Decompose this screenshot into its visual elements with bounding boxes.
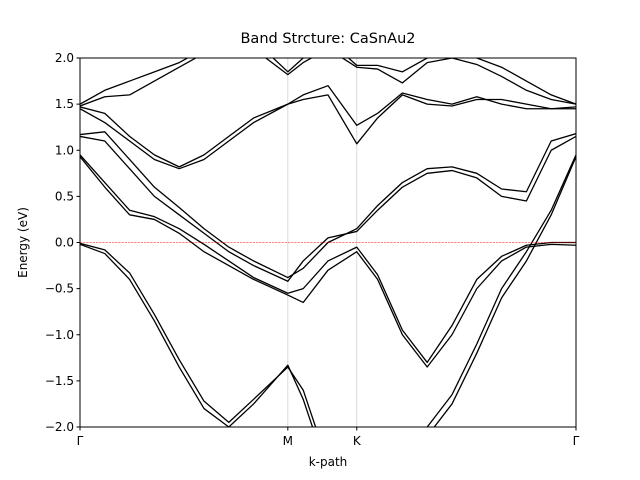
band-line: [80, 94, 576, 170]
band-line: [80, 154, 576, 364]
band-line: [80, 135, 576, 282]
chart-title: Band Strcture: CaSnAu2: [240, 31, 415, 47]
y-tick-label: 1.0: [55, 143, 74, 157]
x-tick-label: Γ: [77, 434, 84, 448]
band-line: [80, 156, 576, 427]
y-tick-label: −0.5: [45, 282, 74, 296]
y-tick-label: 0.0: [55, 236, 74, 250]
y-tick-label: −1.5: [45, 374, 74, 388]
y-tick-label: −2.0: [45, 420, 74, 434]
y-tick-label: 1.5: [55, 97, 74, 111]
band-line: [80, 154, 576, 427]
y-tick-label: 0.5: [55, 189, 74, 203]
plot-area: [80, 58, 576, 427]
y-tick-label: 2.0: [55, 51, 74, 65]
y-axis-label: Energy (eV): [16, 207, 30, 278]
band-line: [80, 58, 576, 107]
x-tick-label: M: [283, 434, 293, 448]
band-line: [80, 85, 576, 168]
y-tick-label: −1.0: [45, 328, 74, 342]
x-tick-label: Γ: [573, 434, 580, 448]
x-tick-label: K: [353, 434, 362, 448]
band-line: [80, 58, 576, 105]
x-axis-label: k-path: [309, 455, 348, 469]
band-line: [80, 156, 576, 368]
